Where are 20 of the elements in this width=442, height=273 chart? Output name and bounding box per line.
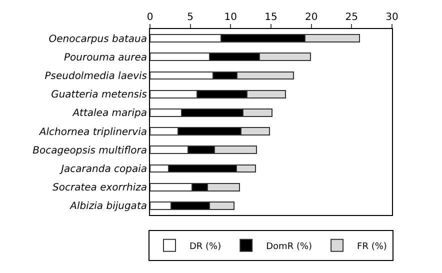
- y-tick-label: Oenocarpus bataua: [48, 34, 147, 45]
- y-tick-label: Socratea exorrhiza: [52, 182, 147, 194]
- y-tick-label: Bocageopsis multiflora: [32, 145, 147, 156]
- x-tick-label: 0: [146, 12, 154, 23]
- y-tick-label: Attalea maripa: [72, 108, 147, 120]
- legend-label: FR (%): [357, 242, 387, 252]
- x-tick-label: 25: [345, 12, 358, 23]
- legend-label: DR (%): [190, 242, 222, 252]
- x-tick-label: 10: [224, 12, 238, 23]
- y-tick-label: Pourouma aurea: [64, 52, 147, 64]
- y-tick-label: Pseudolmedia laevis: [44, 71, 147, 82]
- y-tick-label: Albizia bijugata: [69, 201, 147, 212]
- x-tick-label: 20: [304, 12, 318, 23]
- x-tick-label: 5: [187, 12, 194, 23]
- y-tick-label: Jacaranda copaia: [59, 164, 147, 175]
- y-tick-label: Guatteria metensis: [51, 90, 147, 101]
- x-tick-label: 30: [386, 12, 398, 23]
- y-tick-label: Alchornea triplinervia: [38, 126, 147, 138]
- legend-label: DomR (%): [266, 242, 312, 252]
- x-tick-label: 15: [264, 12, 278, 23]
